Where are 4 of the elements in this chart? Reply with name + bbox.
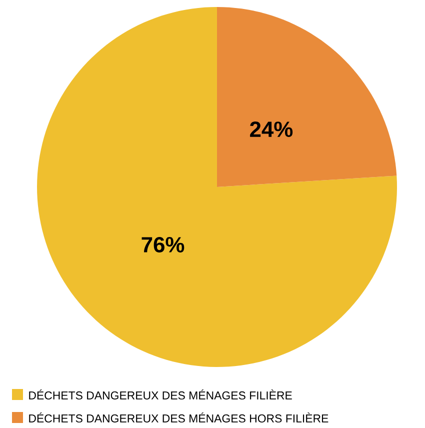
legend-label: DÉCHETS DANGEREUX DES MÉNAGES HORS FILIÈRE	[29, 412, 328, 423]
data-label: 76%	[142, 236, 184, 252]
data-label: 24%	[250, 122, 293, 137]
legend-label: DÉCHETS DANGEREUX DES MÉNAGES FILIÈRE	[29, 389, 292, 400]
